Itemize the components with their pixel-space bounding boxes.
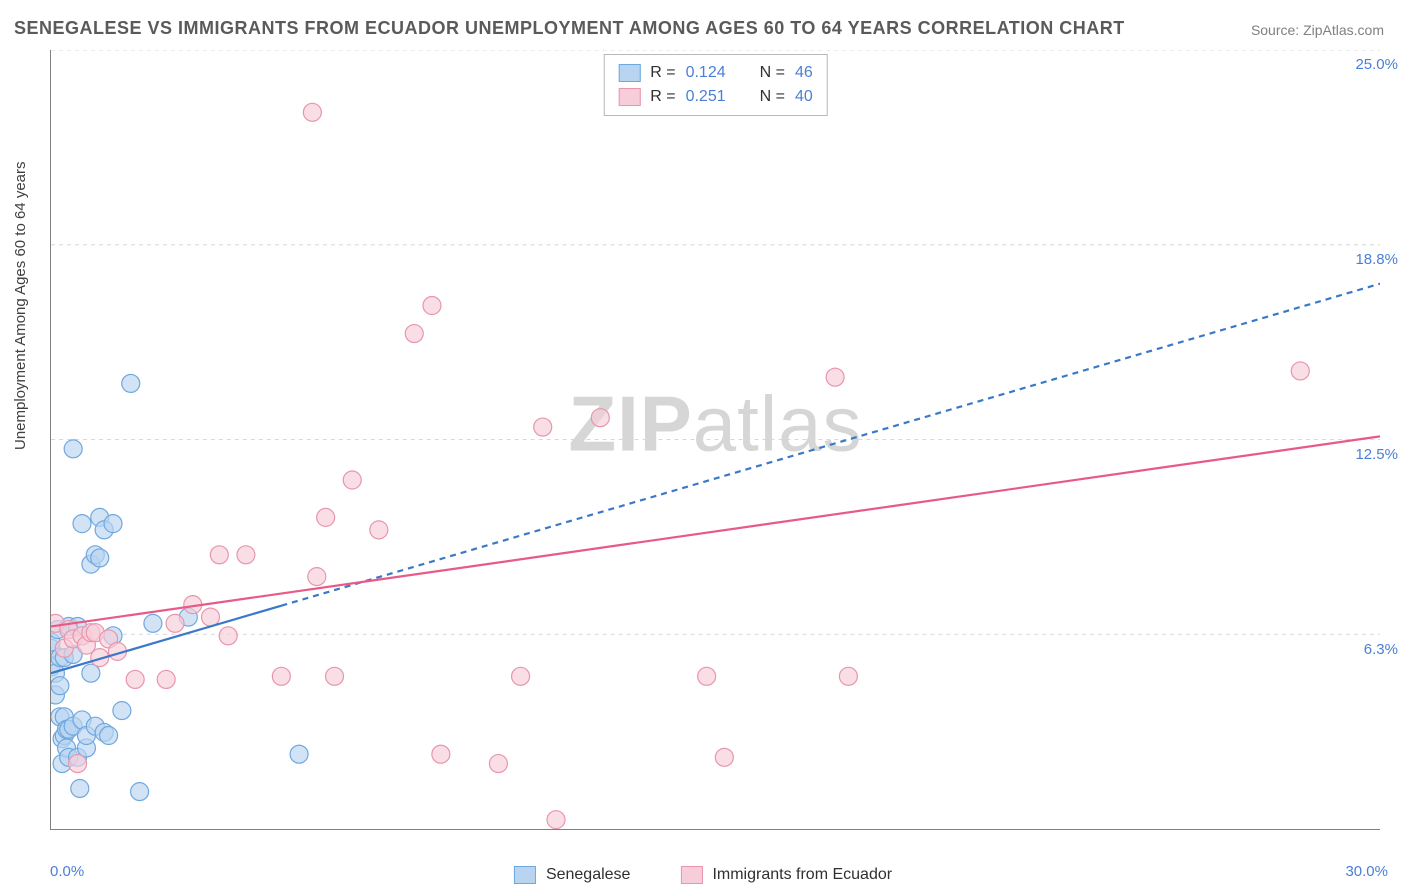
y-tick-label: 18.8% (1355, 251, 1398, 268)
watermark-rest: atlas (693, 379, 863, 467)
stat-r-series2: 0.251 (686, 85, 726, 109)
y-tick-label: 12.5% (1355, 446, 1398, 463)
legend-item-series2: Immigrants from Ecuador (680, 866, 892, 884)
plot-area: ZIPatlas R = 0.124 N = 46 R = 0.251 N = … (50, 50, 1380, 830)
chart-svg (51, 50, 1380, 829)
swatch-series1 (618, 64, 640, 82)
legend-label-series2: Immigrants from Ecuador (712, 866, 892, 884)
y-tick-label: 25.0% (1355, 56, 1398, 73)
legend-swatch-series1 (514, 866, 536, 884)
legend-swatch-series2 (680, 866, 702, 884)
stat-n-series1: 46 (795, 61, 813, 85)
source-prefix: Source: (1251, 22, 1303, 38)
chart-title: SENEGALESE VS IMMIGRANTS FROM ECUADOR UN… (14, 18, 1125, 39)
y-tick-label: 6.3% (1364, 641, 1398, 658)
legend-label-series1: Senegalese (546, 866, 631, 884)
stat-label-n: N = (760, 61, 785, 85)
stats-row-series2: R = 0.251 N = 40 (618, 85, 813, 109)
x-axis-label-min: 0.0% (50, 863, 84, 880)
stat-n-series2: 40 (795, 85, 813, 109)
watermark-bold: ZIP (568, 379, 692, 467)
y-axis-label: Unemployment Among Ages 60 to 64 years (12, 161, 29, 450)
correlation-stats-box: R = 0.124 N = 46 R = 0.251 N = 40 (603, 54, 828, 116)
stat-label-n: N = (760, 85, 785, 109)
stat-label-r: R = (650, 61, 675, 85)
legend-item-series1: Senegalese (514, 866, 631, 884)
legend: Senegalese Immigrants from Ecuador (514, 866, 892, 884)
source-attribution: Source: ZipAtlas.com (1251, 22, 1384, 38)
stat-label-r: R = (650, 85, 675, 109)
source-name: ZipAtlas.com (1303, 22, 1384, 38)
stat-r-series1: 0.124 (686, 61, 726, 85)
watermark: ZIPatlas (568, 378, 862, 469)
x-axis-label-max: 30.0% (1345, 863, 1388, 880)
swatch-series2 (618, 88, 640, 106)
stats-row-series1: R = 0.124 N = 46 (618, 61, 813, 85)
